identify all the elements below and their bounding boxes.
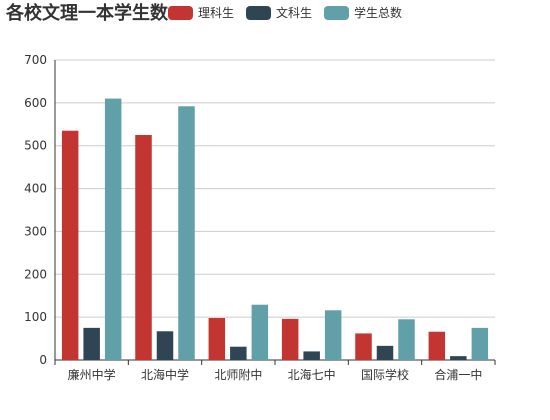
bar-series-3-category-5	[398, 319, 415, 360]
bar-series-3-category-3	[251, 304, 269, 360]
bar-series-1-category-4	[281, 318, 299, 360]
bar-series-1-category-6	[428, 331, 446, 360]
y-tick-label-700: 700	[24, 53, 47, 67]
x-tick-label-3: 北师附中	[214, 367, 262, 382]
legend: 理科生 文科生 学生总数	[168, 4, 414, 21]
legend-label-series-2: 文科生	[276, 6, 313, 20]
bar-series-3-category-1	[104, 98, 122, 361]
bar-series-2-category-2	[156, 331, 174, 360]
x-tick-label-4: 北海七中	[288, 367, 336, 382]
legend-item-series-2[interactable]: 文科生	[246, 4, 312, 21]
x-tick-label-1: 廉州中学	[68, 367, 116, 382]
y-tick-label-500: 500	[24, 139, 47, 153]
legend-swatch-series-3	[324, 5, 350, 20]
x-tick-label-5: 国际学校	[361, 367, 409, 382]
bar-series-2-category-5	[376, 345, 394, 360]
y-tick-label-600: 600	[24, 96, 47, 110]
bar-series-1-category-3	[208, 318, 226, 360]
y-tick-label-0: 0	[39, 353, 47, 367]
bar-series-3-category-6	[471, 327, 489, 360]
legend-swatch-series-2	[246, 5, 272, 20]
legend-label-series-1: 理科生	[198, 6, 235, 20]
bar-series-2-category-4	[303, 351, 320, 360]
y-tick-label-300: 300	[24, 224, 47, 238]
bar-series-1-category-1	[61, 130, 79, 360]
y-tick-label-100: 100	[24, 310, 47, 324]
bar-series-2-category-6	[450, 356, 467, 360]
bar-series-3-category-4	[324, 310, 342, 360]
x-tick-label-2: 北海中学	[141, 367, 189, 382]
legend-swatch-series-1	[168, 5, 193, 20]
bar-series-3-category-2	[178, 106, 195, 361]
legend-item-series-1[interactable]: 理科生	[168, 4, 234, 21]
bar-series-1-category-2	[135, 135, 152, 360]
legend-item-series-3[interactable]: 学生总数	[324, 4, 402, 21]
y-tick-label-400: 400	[24, 182, 47, 196]
legend-label-series-3: 学生总数	[354, 6, 403, 20]
chart-title: 各校文理一本学生数	[6, 3, 168, 24]
bar-series-2-category-3	[230, 346, 247, 360]
bar-series-1-category-5	[355, 333, 372, 360]
bar-series-2-category-1	[83, 327, 100, 360]
x-tick-label-6: 合浦一中	[434, 367, 482, 382]
y-tick-label-200: 200	[24, 267, 47, 281]
